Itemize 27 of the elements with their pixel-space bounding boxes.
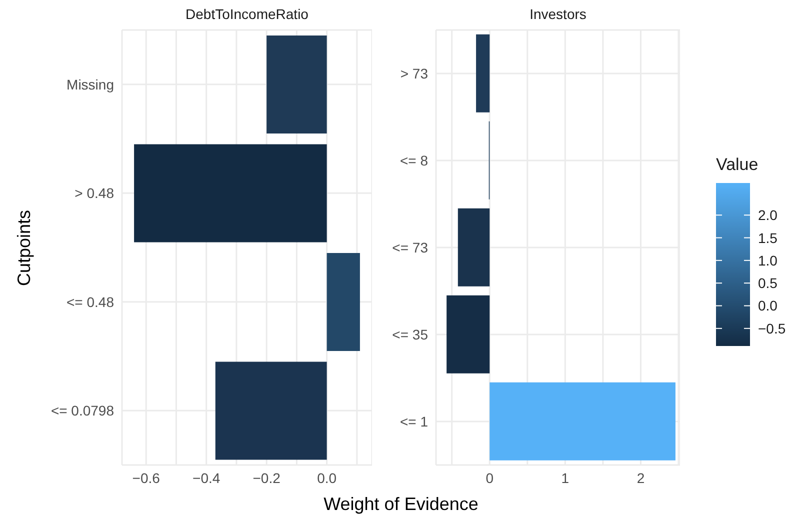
y-tick-label: > 0.48 [74, 185, 114, 202]
color-bar-label: 1.0 [758, 252, 778, 268]
x-tick-label: 2 [636, 470, 645, 486]
x-tick-label: −0.6 [132, 470, 160, 486]
y-tick-label: <= 0.48 [66, 294, 114, 310]
y-tick-label: <= 73 [392, 239, 428, 256]
x-axis-title: Weight of Evidence [322, 494, 480, 515]
y-tick-label: <= 1 [400, 413, 428, 430]
color-bar-label: 0.0 [758, 298, 778, 314]
x-tick-label: 1 [561, 470, 570, 486]
color-bar-label: 2.0 [758, 207, 778, 224]
color-bar-label: −0.5 [758, 320, 786, 336]
x-tick-label: −0.2 [252, 470, 281, 486]
y-tick-label: <= 35 [392, 326, 428, 342]
y-tick-label: <= 8 [400, 152, 428, 168]
color-bar-label: 0.5 [758, 275, 778, 292]
x-tick-label: −0.4 [192, 470, 220, 486]
y-tick-label: Missing [66, 76, 114, 92]
color-bar-title: Value [716, 155, 758, 174]
chart-title: Investors [528, 6, 588, 22]
color-bar-label: 1.5 [758, 230, 778, 246]
y-tick-label: <= 0.0798 [50, 402, 114, 419]
y-tick-label: > 73 [400, 65, 428, 82]
y-axis-title: Cutpoints [14, 210, 34, 286]
x-tick-label: 0 [486, 470, 494, 486]
x-tick-label: 0.0 [317, 470, 337, 486]
chart-title: DebtToIncomeRatio [184, 6, 310, 22]
